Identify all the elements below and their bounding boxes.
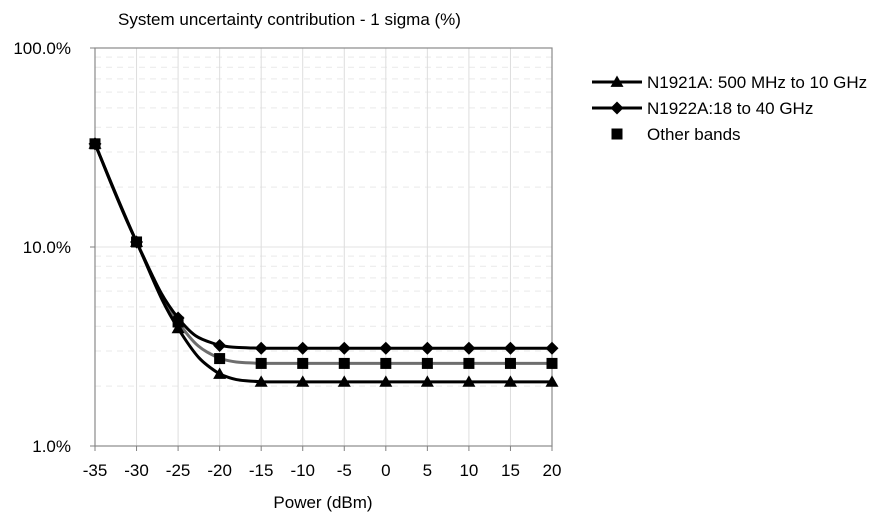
- series-3-point: [380, 357, 392, 369]
- series-3-point: [338, 357, 350, 369]
- series-line-2: [93, 142, 554, 350]
- series-3-point: [463, 357, 475, 369]
- series-1-point: [503, 375, 517, 387]
- legend-label: N1922A:18 to 40 GHz: [647, 99, 813, 118]
- series-1-point: [420, 375, 434, 387]
- series-3-point: [421, 357, 433, 369]
- x-tick-label: 0: [381, 461, 390, 480]
- x-tick-label: -15: [249, 461, 274, 480]
- legend: N1921A: 500 MHz to 10 GHz N1922A:18 to 40…: [592, 73, 867, 144]
- series-1-point: [171, 321, 185, 334]
- y-tick-label: 10.0%: [23, 238, 71, 257]
- x-tick-label: 15: [501, 461, 520, 480]
- legend-label: N1921A: 500 MHz to 10 GHz: [647, 73, 867, 92]
- series-2-point: [296, 341, 310, 355]
- series-3-point: [504, 357, 516, 369]
- chart-title: System uncertainty contribution - 1 sigm…: [118, 10, 461, 29]
- y-tick-label: 1.0%: [32, 437, 71, 456]
- series-line-3: [93, 142, 554, 365]
- series-1-point: [379, 375, 393, 387]
- series-3-point: [131, 236, 143, 248]
- series-1-point: [462, 375, 476, 387]
- x-tick-label: 20: [543, 461, 562, 480]
- series-2-point: [503, 341, 517, 355]
- series-1-point: [254, 375, 268, 387]
- x-tick-label: -5: [337, 461, 352, 480]
- legend-marker-triangle: [610, 75, 624, 87]
- series-2-point: [420, 341, 434, 355]
- series-3-point: [546, 357, 558, 369]
- legend-marker-square: [611, 128, 623, 140]
- series-line-1: [93, 142, 554, 384]
- series-2-point: [462, 341, 476, 355]
- axes: -35 -30 -25 -20 -15 -10 -5 0 5 10 15 20 1.0% 10.0% 100…: [13, 39, 561, 480]
- x-tick-label: -25: [166, 461, 191, 480]
- series-1-point: [296, 375, 310, 387]
- gridlines: [94, 47, 553, 447]
- x-tick-label: 10: [459, 461, 478, 480]
- x-tick-label: -35: [83, 461, 108, 480]
- legend-marker-diamond: [610, 101, 624, 115]
- series-1-point: [337, 375, 351, 387]
- x-tick-label: -10: [290, 461, 315, 480]
- data-series: [88, 137, 559, 387]
- series-1-point: [545, 375, 559, 387]
- x-axis-label: Power (dBm): [273, 493, 372, 512]
- y-tick-label: 100.0%: [13, 39, 71, 58]
- x-tick-label: -20: [207, 461, 232, 480]
- legend-label: Other bands: [647, 125, 741, 144]
- x-tick-label: 5: [423, 461, 432, 480]
- series-3-point: [89, 138, 101, 150]
- x-tick-label: -30: [124, 461, 149, 480]
- series-3-point: [255, 357, 267, 369]
- series-2-point: [545, 341, 559, 355]
- series-2-point: [213, 338, 227, 352]
- series-2-point: [337, 341, 351, 355]
- series-3-point: [172, 316, 184, 328]
- series-1-point: [213, 367, 227, 379]
- series-3-point: [214, 353, 226, 365]
- series-3-point: [297, 357, 309, 369]
- series-2-point: [379, 341, 393, 355]
- series-2-point: [254, 341, 268, 355]
